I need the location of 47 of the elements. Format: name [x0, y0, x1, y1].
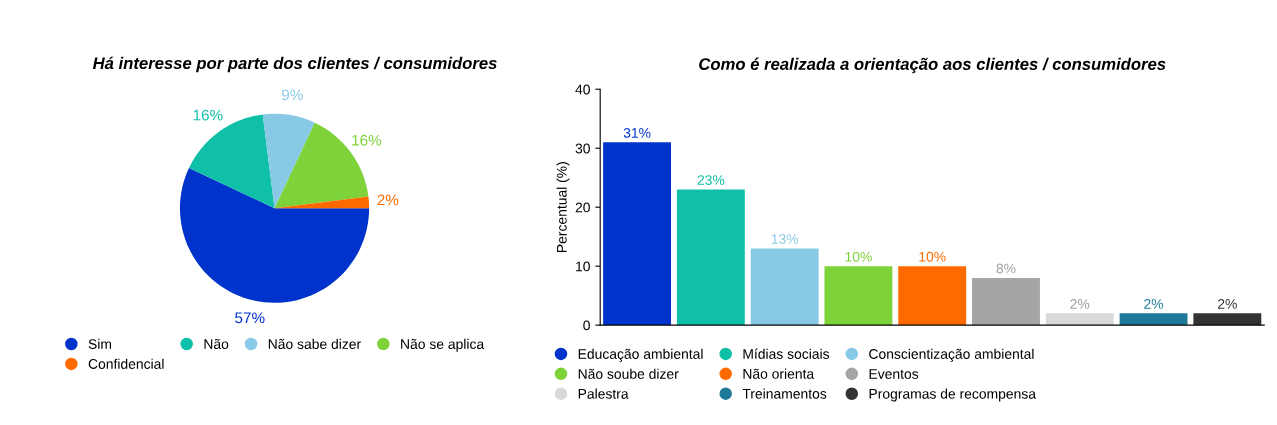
- data-label: 13%: [771, 234, 799, 244]
- legend-label: Confidencial: [88, 358, 164, 369]
- pie-slice: [262, 113, 315, 209]
- chart-title: Há interesse por parte dos clientes / consumidores: [92, 56, 497, 73]
- data-label: 2%: [1070, 298, 1090, 309]
- data-label: 10%: [845, 251, 872, 262]
- bar: [824, 266, 893, 326]
- legend-label: Eventos: [869, 369, 919, 379]
- data-label: 23%: [697, 175, 725, 185]
- legend-label: Programas de recompensa: [869, 388, 1036, 402]
- bar: [750, 248, 819, 326]
- legend-label: Não sabe dizer: [268, 338, 361, 349]
- bar: [1045, 313, 1114, 326]
- data-label: 16%: [193, 109, 223, 121]
- data-label: 8%: [996, 263, 1016, 274]
- legend-label: Palestra: [578, 388, 629, 399]
- legend-label: Não orienta: [743, 368, 815, 379]
- y-tick-label: 30: [575, 143, 590, 154]
- data-label: 2%: [1218, 298, 1237, 309]
- bar: [1119, 313, 1188, 326]
- data-label: 9%: [281, 89, 303, 101]
- y-tick-label: 10: [576, 261, 590, 272]
- data-label: 57%: [235, 312, 265, 324]
- legend-label: Não: [204, 338, 229, 349]
- data-label: 2%: [1144, 298, 1164, 309]
- bar: [603, 142, 672, 326]
- legend-label: Treinamentos: [742, 388, 827, 399]
- y-tick-label: 40: [575, 84, 590, 95]
- data-label: 16%: [352, 134, 382, 146]
- legend-label: Educação ambiental: [578, 348, 703, 362]
- chart-title: Como é realizada a orientação aos clientes / consumidores: [699, 57, 1166, 74]
- legend-label: Não se aplica: [401, 338, 485, 352]
- bar: [676, 189, 745, 326]
- bar: [972, 277, 1040, 326]
- data-label: 31%: [623, 127, 651, 138]
- y-tick-label: 20: [575, 202, 590, 213]
- pie-slice: [179, 167, 370, 303]
- legend-label: Conscientização ambiental: [869, 348, 1034, 362]
- bar: [1193, 313, 1262, 326]
- legend-label: Mídias sociais: [743, 348, 830, 359]
- y-tick-label: 0: [583, 320, 590, 331]
- legend-label: Sim: [88, 338, 112, 349]
- legend-label: Não soube dizer: [578, 368, 679, 379]
- bar: [898, 266, 967, 326]
- y-axis-title: Percentual (%): [556, 162, 570, 252]
- data-label: 2%: [377, 194, 399, 206]
- data-label: 10%: [919, 251, 946, 262]
